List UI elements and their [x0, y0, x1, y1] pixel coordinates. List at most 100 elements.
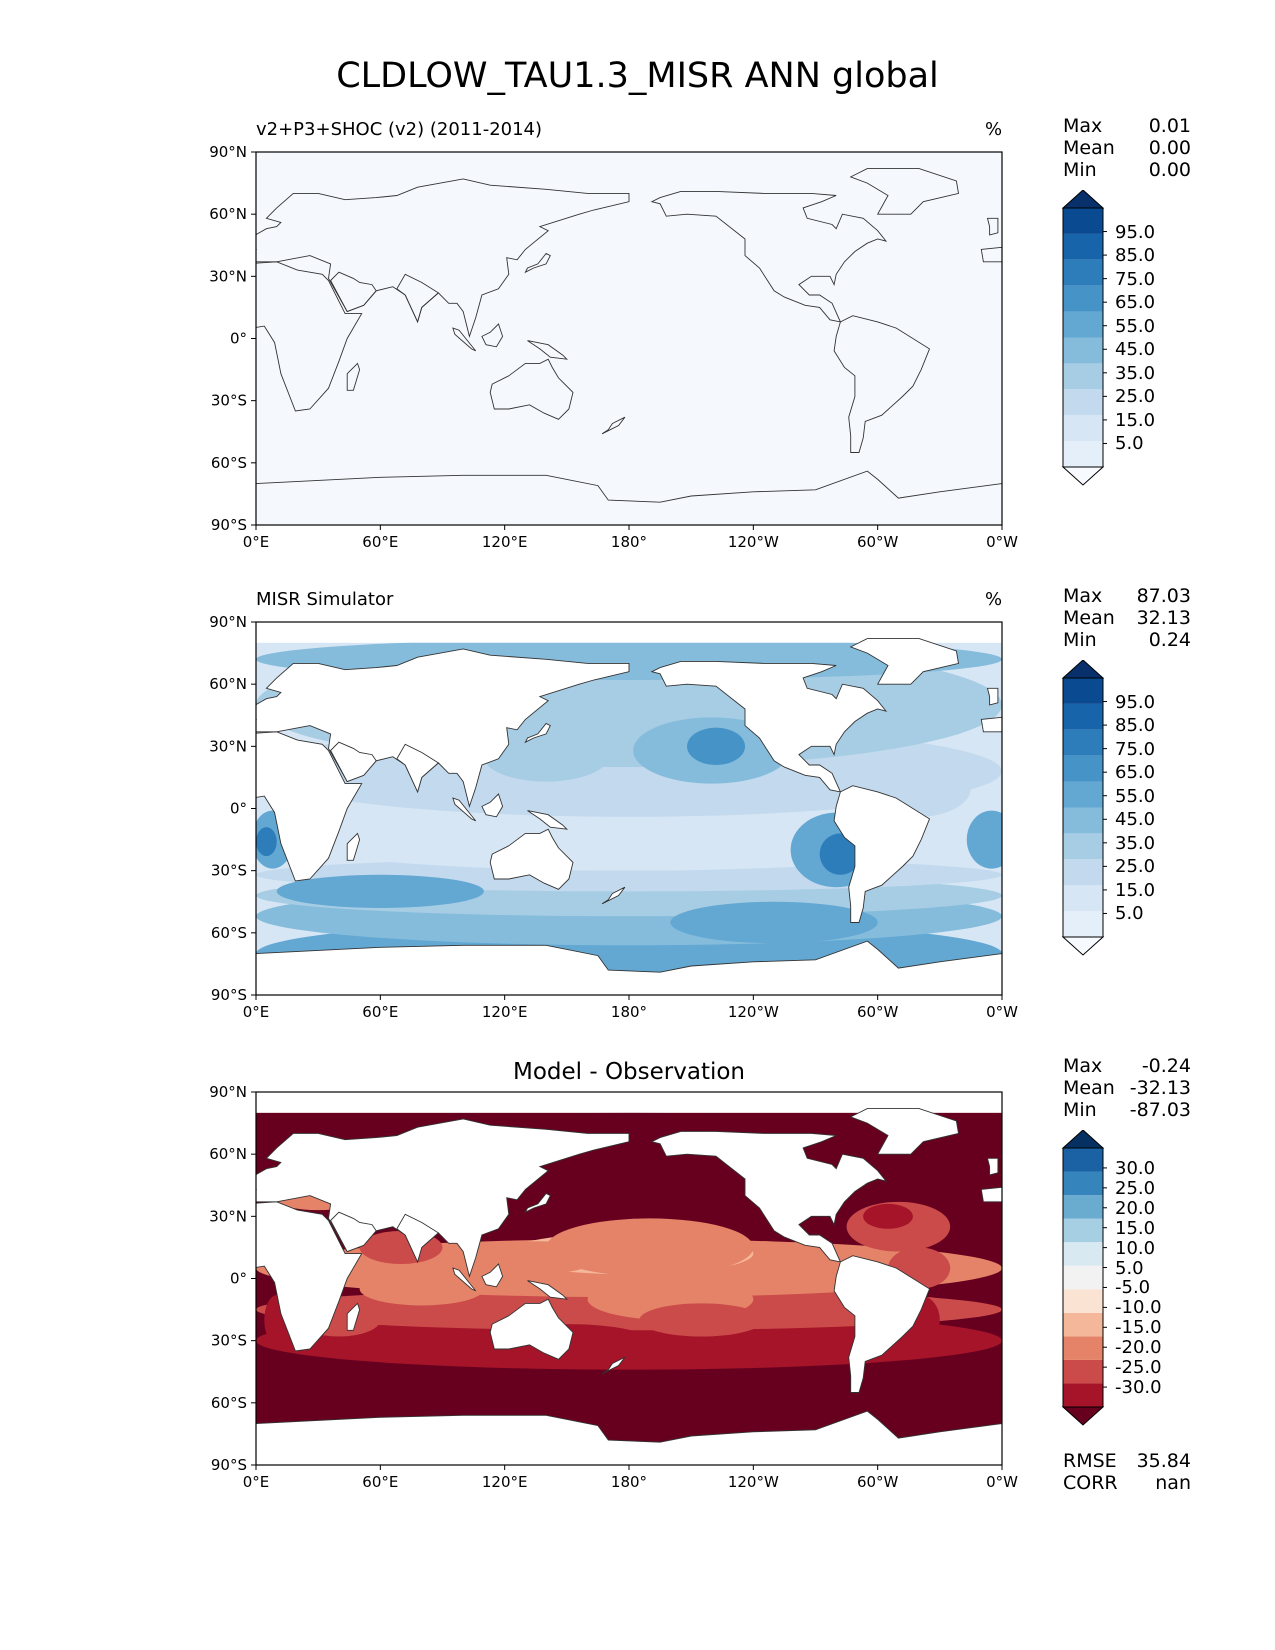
lon-tick-label: 60°W [857, 1473, 899, 1491]
field-fill [256, 152, 1002, 525]
colorbar-tick-label: 5.0 [1115, 433, 1144, 455]
lat-tick-label: 30°S [211, 392, 247, 410]
lat-tick-label: 60°N [209, 205, 247, 223]
coastline-greenland [849, 638, 960, 685]
coastline-sumatra [452, 327, 477, 352]
colorbar-bin [1063, 389, 1103, 416]
colorbar-tick-label: 55.0 [1115, 315, 1156, 337]
coastline-arabia [330, 1211, 377, 1253]
lon-tick-label: 60°E [362, 1003, 398, 1021]
lon-tick-label: 120°W [728, 1473, 779, 1491]
colorbar-bin [1063, 1218, 1103, 1243]
colorbar-frame [1062, 207, 1104, 468]
lat-tick-label: 30°S [211, 1332, 247, 1350]
colorbar-bin [1063, 885, 1103, 912]
lon-tick-label: 180° [611, 533, 647, 551]
colorbar-bin [1063, 1383, 1103, 1407]
colorbar-tick-label: 25.0 [1115, 856, 1156, 878]
lon-tick-label: 60°W [857, 1003, 899, 1021]
colorbar-bin [1063, 1148, 1103, 1172]
lon-tick-label: 0°E [243, 533, 270, 551]
coastline-australia [489, 828, 574, 890]
coastline-uk [986, 217, 999, 236]
coastline-india [396, 1213, 440, 1264]
field-contour [670, 901, 878, 944]
lat-tick-label: 90°S [211, 1456, 247, 1474]
coastline-india [396, 743, 440, 794]
colorbar-tick-label: 75.0 [1115, 738, 1156, 760]
colorbar-bin [1063, 911, 1103, 937]
lon-tick-label: 0°E [243, 1003, 270, 1021]
stats-box: Max 87.03 Mean 32.13 Min 0.24 [1063, 585, 1191, 651]
colorbar-tick-label: 10.0 [1115, 1237, 1156, 1259]
colorbar-bin [1063, 415, 1103, 442]
coastline-nz [601, 416, 626, 435]
lon-tick-label: 60°E [362, 533, 398, 551]
colorbar-bin [1063, 1265, 1103, 1290]
colorbar-bin [1063, 233, 1103, 260]
colorbar-tick-label: 20.0 [1115, 1197, 1156, 1219]
colorbar-tick-label: 85.0 [1115, 715, 1156, 737]
lat-tick-label: 60°N [209, 1145, 247, 1163]
colorbar-extend-max [1061, 190, 1105, 209]
coastline-japan [524, 722, 551, 744]
coastline-north_america [650, 190, 888, 323]
coastline-madagascar [346, 362, 361, 391]
coastline-antarctica [256, 470, 1002, 525]
lat-tick-label: 30°N [209, 267, 247, 285]
panel-units: % [985, 589, 1003, 610]
coastline-africa [256, 261, 363, 412]
lat-tick-label: 30°N [209, 1207, 247, 1225]
coastline-borneo [481, 323, 504, 348]
field-contour [546, 1218, 754, 1277]
coastline-madagascar [346, 1302, 361, 1331]
colorbar-tick-label: 5.0 [1115, 1257, 1144, 1279]
coastline-new_guinea [527, 810, 569, 830]
colorbar-tick-label: 15.0 [1115, 1217, 1156, 1239]
colorbar-bin [1063, 285, 1103, 312]
coastline-eurasia_w [980, 246, 1002, 263]
lon-tick-label: 0°W [986, 533, 1018, 551]
colorbar-tick-label: 25.0 [1115, 386, 1156, 408]
colorbar-bin [1063, 1359, 1103, 1384]
panel-title: v2+P3+SHOC (v2) (2011-2014) [256, 119, 543, 140]
coastline-australia [489, 1298, 574, 1360]
panel-title: Model - Observation [512, 1059, 746, 1085]
field-contour [359, 1272, 484, 1306]
coastline-north_america [650, 1130, 888, 1263]
stat-corr: CORR nan [1063, 1472, 1191, 1494]
colorbar [1061, 1130, 1107, 1426]
colorbar-bin [1063, 1242, 1103, 1266]
lon-tick-label: 0°W [986, 1473, 1018, 1491]
panel-units: % [985, 119, 1003, 140]
colorbar-bin [1063, 678, 1103, 704]
colorbar-tick-label: -20.0 [1115, 1337, 1162, 1359]
coastline-india [396, 273, 440, 324]
stat-min: Min 0.00 [1063, 159, 1191, 181]
colorbar-bin [1063, 833, 1103, 860]
field-contour [483, 731, 609, 782]
colorbar-tick-label: -30.0 [1115, 1377, 1162, 1399]
field-contour [819, 833, 862, 875]
colorbar-tick-label: 45.0 [1115, 809, 1156, 831]
field-contour [639, 1303, 764, 1337]
colorbar-tick-label: 35.0 [1115, 362, 1156, 384]
coastline-sumatra [452, 797, 477, 822]
lat-tick-label: 0° [230, 330, 247, 348]
colorbar-tick-label: 65.0 [1115, 762, 1156, 784]
lat-tick-label: 90°N [209, 143, 247, 161]
colorbar-tick-label: 75.0 [1115, 268, 1156, 290]
stat-max: Max 87.03 [1063, 585, 1191, 607]
lat-tick-label: 30°S [211, 862, 247, 880]
coastline-africa [256, 731, 363, 882]
colorbar-tick-label: 5.0 [1115, 903, 1144, 925]
coastline-borneo [481, 1263, 504, 1288]
lon-tick-label: 120°W [728, 1003, 779, 1021]
colorbar-tick-label: 25.0 [1115, 1177, 1156, 1199]
error-stats-box: RMSE 35.84 CORR nan [1063, 1450, 1191, 1494]
stat-max: Max -0.24 [1063, 1055, 1191, 1077]
colorbar-bin [1063, 363, 1103, 390]
colorbar-extend-min [1061, 466, 1105, 486]
colorbar-bin [1063, 208, 1103, 234]
panel-title: MISR Simulator [256, 589, 394, 610]
